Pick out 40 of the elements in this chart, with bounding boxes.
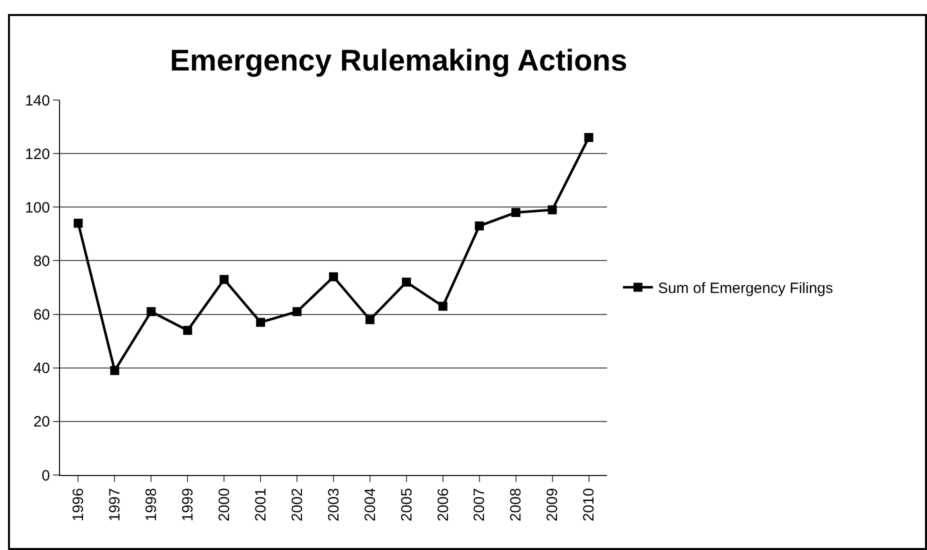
x-tick-label: 1998 (143, 488, 160, 522)
point (511, 208, 520, 217)
x-tick-label: 2010 (580, 488, 598, 522)
x-tick-label: 2005 (398, 488, 416, 522)
point (402, 278, 411, 287)
x-tick-label: 1997 (106, 488, 124, 522)
point (474, 221, 484, 230)
y-tick-label: 120 (24, 146, 50, 163)
point (329, 272, 338, 282)
point (220, 274, 229, 284)
point (256, 318, 266, 327)
point (438, 302, 448, 311)
point (110, 366, 120, 376)
x-tick-label: 2007 (471, 488, 488, 522)
point (292, 307, 302, 316)
y-tick-label: 20 (33, 414, 50, 431)
x-tick-label: 1996 (70, 488, 88, 522)
y-tick-label: 40 (33, 360, 50, 378)
x-tick-label: 2001 (252, 488, 270, 522)
point (74, 218, 83, 228)
legend-label: Sum of Emergency Filings (658, 280, 834, 298)
x-tick-label: 2009 (544, 488, 562, 522)
point (183, 326, 192, 335)
y-tick-label: 100 (24, 199, 50, 216)
x-tick-label: 2000 (216, 488, 233, 522)
point (365, 315, 374, 324)
x-tick-label: 2002 (288, 488, 306, 522)
y-tick-label: 60 (33, 306, 50, 324)
x-tick-label: 1999 (180, 488, 197, 522)
x-tick-label: 2008 (508, 488, 525, 522)
y-tick-label: 0 (42, 467, 50, 484)
point (584, 133, 594, 142)
y-tick-label: 80 (33, 252, 50, 270)
x-tick-label: 2006 (434, 488, 452, 522)
x-tick-label: 2004 (362, 488, 379, 522)
chart-title: Emergency Rulemaking Actions (170, 44, 628, 78)
point (146, 307, 156, 316)
point (548, 205, 557, 214)
y-tick-label: 140 (24, 92, 50, 110)
x-tick-label: 2003 (325, 488, 342, 522)
